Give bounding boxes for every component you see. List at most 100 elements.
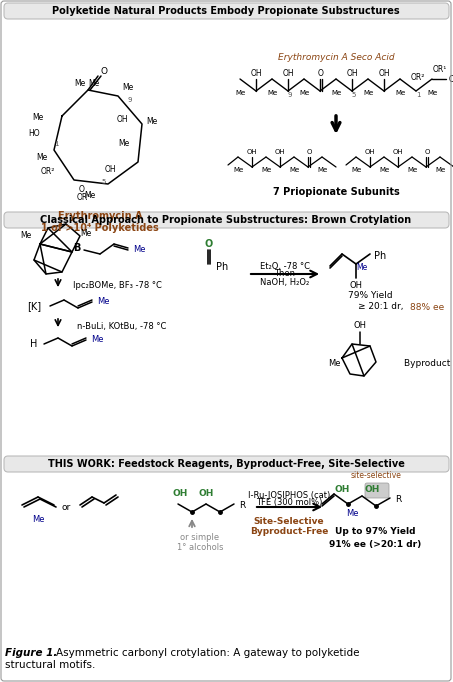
Text: Me: Me (80, 230, 92, 239)
FancyBboxPatch shape (4, 456, 449, 472)
Text: OR¹: OR¹ (433, 65, 447, 74)
Text: Erythromycin A Seco Acid: Erythromycin A Seco Acid (278, 53, 394, 61)
Text: ≥ 20:1 dr,: ≥ 20:1 dr, (358, 303, 406, 312)
Text: Me: Me (118, 140, 130, 149)
Text: Byproduct (2 Equiv.): Byproduct (2 Equiv.) (404, 359, 453, 368)
Text: Et₂O, -78 °C: Et₂O, -78 °C (260, 261, 310, 271)
Text: Me: Me (267, 90, 277, 96)
Text: OH: OH (275, 149, 285, 155)
Text: OH: OH (116, 115, 128, 125)
Text: Me: Me (261, 167, 271, 173)
Text: OR²: OR² (411, 72, 425, 82)
Text: OH: OH (365, 149, 376, 155)
Text: OH: OH (198, 490, 214, 499)
Text: Me: Me (395, 90, 405, 96)
Text: OH: OH (350, 280, 362, 289)
Text: Then: Then (275, 269, 295, 278)
Text: O: O (205, 239, 213, 249)
Text: Me: Me (32, 514, 44, 524)
Text: OH: OH (247, 149, 257, 155)
Text: Ph: Ph (216, 262, 228, 272)
Text: Me: Me (235, 90, 245, 96)
Text: Site-Selective: Site-Selective (254, 516, 324, 526)
Text: 79% Yield: 79% Yield (348, 291, 392, 301)
Text: Me: Me (133, 245, 145, 254)
Text: R: R (239, 501, 245, 511)
Text: Up to 97% Yield: Up to 97% Yield (335, 527, 415, 537)
Text: Me: Me (351, 167, 361, 173)
Text: Me: Me (146, 117, 158, 126)
Text: O: O (306, 149, 312, 155)
Text: 1 of >10⁴ Polyketides: 1 of >10⁴ Polyketides (41, 223, 159, 233)
Text: OH: OH (104, 166, 116, 175)
Text: O: O (318, 70, 324, 78)
Text: Me: Me (435, 167, 445, 173)
Text: 91% ee (>20:1 dr): 91% ee (>20:1 dr) (329, 539, 421, 548)
Text: Me: Me (289, 167, 299, 173)
Text: O: O (424, 149, 430, 155)
Text: Me: Me (97, 297, 109, 306)
Text: Figure 1.: Figure 1. (5, 648, 58, 658)
Text: O: O (79, 186, 85, 194)
Text: 1: 1 (54, 141, 58, 147)
Text: O: O (101, 68, 107, 76)
Text: Me: Me (32, 113, 43, 123)
Text: [K]: [K] (27, 301, 41, 311)
Text: Me: Me (233, 167, 243, 173)
FancyBboxPatch shape (365, 483, 389, 498)
Text: HO: HO (28, 130, 40, 138)
Text: Me: Me (20, 231, 32, 241)
Text: OH: OH (346, 70, 358, 78)
Text: B: B (73, 243, 81, 253)
Text: Me: Me (407, 167, 417, 173)
Text: 1° alcohols: 1° alcohols (177, 544, 223, 552)
Text: structural motifs.: structural motifs. (5, 660, 96, 670)
Text: Erythromycin A: Erythromycin A (58, 211, 142, 221)
Text: OH: OH (172, 490, 188, 499)
Text: OH: OH (353, 321, 366, 331)
Text: 88% ee: 88% ee (410, 303, 444, 312)
Text: Me: Me (346, 509, 358, 518)
Text: TFE (300 mol%): TFE (300 mol%) (256, 499, 322, 507)
FancyBboxPatch shape (4, 212, 449, 228)
Text: n-BuLi, KOtBu, -78 °C: n-BuLi, KOtBu, -78 °C (77, 323, 167, 331)
Text: I-Ru-JOSIPHOS (cat): I-Ru-JOSIPHOS (cat) (248, 490, 330, 499)
Text: Polyketide Natural Products Embody Propionate Substructures: Polyketide Natural Products Embody Propi… (52, 6, 400, 16)
Text: Me: Me (84, 192, 96, 201)
Text: site-selective: site-selective (351, 471, 401, 481)
Text: 9: 9 (128, 97, 132, 103)
Text: or: or (61, 503, 71, 512)
Text: Classical Approach to Propionate Substructures: Brown Crotylation: Classical Approach to Propionate Substru… (40, 215, 412, 225)
Text: Me: Me (36, 153, 48, 162)
Text: 5: 5 (102, 179, 106, 185)
Text: Ipc₂BOMe, BF₃ -78 °C: Ipc₂BOMe, BF₃ -78 °C (72, 282, 161, 291)
Text: 9: 9 (288, 92, 292, 98)
Text: Me: Me (317, 167, 327, 173)
Text: Byproduct-Free: Byproduct-Free (250, 527, 328, 535)
Text: Me: Me (379, 167, 389, 173)
Text: OH: OH (448, 74, 453, 83)
Text: Me: Me (357, 263, 368, 273)
Text: or simple: or simple (180, 533, 220, 542)
Text: Asymmetric carbonyl crotylation: A gateway to polyketide: Asymmetric carbonyl crotylation: A gatew… (56, 648, 360, 658)
Text: Me: Me (74, 80, 86, 89)
Text: 7 Priopionate Subunits: 7 Priopionate Subunits (273, 187, 400, 197)
Text: Ph: Ph (374, 251, 386, 261)
FancyBboxPatch shape (4, 3, 449, 19)
Text: OH: OH (393, 149, 403, 155)
Text: OR²: OR² (41, 168, 55, 177)
Text: NaOH, H₂O₂: NaOH, H₂O₂ (260, 278, 309, 286)
Text: Me: Me (363, 90, 373, 96)
Text: H: H (30, 339, 38, 349)
Text: OH: OH (378, 70, 390, 78)
Text: Me: Me (88, 80, 100, 89)
Text: Me: Me (328, 359, 340, 368)
Text: R: R (395, 494, 401, 503)
Text: 1: 1 (416, 92, 420, 98)
Text: OH: OH (282, 70, 294, 78)
Text: Me: Me (427, 90, 437, 96)
Text: THIS WORK: Feedstock Reagents, Byproduct-Free, Site-Selective: THIS WORK: Feedstock Reagents, Byproduct… (48, 459, 405, 469)
Text: 5: 5 (352, 92, 356, 98)
Text: OH: OH (250, 70, 262, 78)
Text: OR¹: OR¹ (77, 194, 91, 203)
